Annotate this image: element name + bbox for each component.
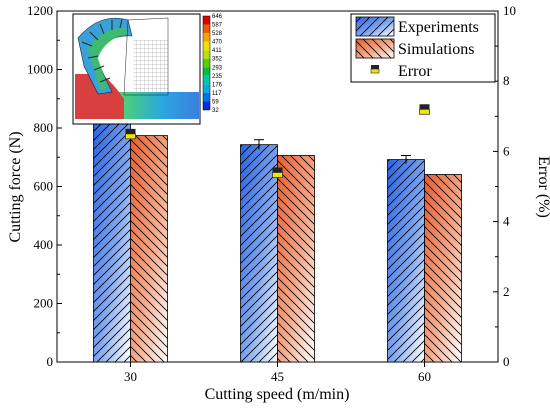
colorbar-label: 176: [212, 82, 223, 88]
y2-tick-label: 2: [503, 284, 510, 299]
colorbar-label: 646: [212, 14, 223, 20]
legend-label-experiments: Experiments: [398, 19, 479, 36]
bar-simulations-hatch: [130, 135, 168, 363]
legend-label-simulations: Simulations: [398, 41, 474, 58]
colorbar-segment: [203, 50, 210, 59]
bars: [93, 119, 462, 363]
colorbar-segment: [203, 67, 210, 76]
y-tick-label: 200: [34, 296, 54, 311]
x-tick-label: 45: [271, 369, 284, 384]
colorbar-label: 32: [212, 108, 219, 114]
y2-tick-label: 6: [503, 143, 510, 158]
inset-workpiece-hot: [75, 74, 124, 119]
colorbar-label: 293: [212, 65, 223, 71]
y-tick-label: 800: [34, 120, 54, 135]
x-axis: 30 45 60: [124, 362, 431, 384]
simulation-inset: 646 587 528 470 411 352 293 235 176 117 59 32: [72, 13, 223, 125]
y2-tick-label: 0: [503, 354, 510, 369]
colorbar-segment: [203, 75, 210, 85]
x-tick-label: 60: [418, 369, 431, 384]
y2-tick-label: 4: [503, 214, 510, 229]
error-marker: [272, 172, 283, 178]
y-axis-title: Cutting force (N): [7, 131, 24, 242]
colorbar-label: 59: [212, 99, 219, 105]
colorbar-segment: [203, 33, 210, 42]
colorbar-segment: [203, 41, 210, 51]
colorbar-label: 235: [212, 74, 223, 80]
colorbar-segment: [203, 58, 210, 68]
bar-experiments-hatch: [387, 159, 425, 363]
colorbar-segment: [203, 24, 210, 34]
legend-label-error: Error: [398, 63, 432, 80]
x-axis-title: Cutting speed (m/min): [205, 386, 350, 403]
colorbar-segment: [203, 84, 210, 93]
error-marker-top: [419, 104, 430, 110]
legend-swatch-experiments-hatch: [356, 17, 394, 36]
y-tick-label: 1000: [27, 62, 53, 77]
inset-tool: [123, 17, 169, 96]
inset-colorbar: 646 587 528 470 411 352 293 235 176 117 59 32: [202, 14, 223, 114]
error-markers: [125, 104, 430, 178]
error-marker: [125, 133, 136, 140]
bar-simulations-hatch: [424, 174, 462, 363]
bar-experiments-hatch: [93, 119, 131, 363]
colorbar-label: 528: [212, 31, 223, 37]
y2-tick-label: 10: [503, 3, 516, 18]
error-marker-top: [272, 167, 283, 173]
colorbar-label: 470: [212, 40, 223, 46]
y-tick-label: 400: [34, 237, 54, 252]
error-marker: [419, 108, 430, 115]
legend-swatch-simulations-hatch: [356, 39, 394, 58]
bar-experiments-hatch: [240, 144, 278, 363]
y2-axis-title: Error (%): [535, 156, 550, 218]
colorbar-frame: [202, 15, 211, 111]
y-tick-label: 0: [47, 354, 54, 369]
y-tick-label: 600: [34, 179, 54, 194]
colorbar-label: 587: [212, 23, 223, 29]
colorbar-segment: [203, 92, 210, 102]
colorbar-label: 411: [212, 48, 222, 54]
error-marker-top: [125, 128, 136, 134]
inset-chip-segments: [81, 18, 123, 83]
y-tick-label: 1200: [27, 3, 53, 18]
inset-chip-hot: [88, 27, 127, 90]
y2-tick-label: 8: [503, 73, 510, 88]
legend: Experiments Simulations Error: [350, 13, 496, 83]
y-axis-left: 0 200 400 600 800 1000 1200: [27, 3, 62, 369]
bar-simulations-hatch: [277, 155, 315, 363]
colorbar-label: 352: [212, 57, 223, 63]
y-axis-right: 0 2 4 6 8 10: [493, 3, 516, 369]
colorbar-segment: [203, 16, 210, 25]
colorbar-label: 117: [212, 91, 222, 97]
x-tick-label: 30: [124, 369, 137, 384]
legend-swatch-error-top: [371, 65, 379, 69]
inset-mesh: [133, 40, 168, 95]
colorbar-segment: [203, 101, 210, 110]
legend-swatch-error-bottom: [370, 68, 380, 74]
